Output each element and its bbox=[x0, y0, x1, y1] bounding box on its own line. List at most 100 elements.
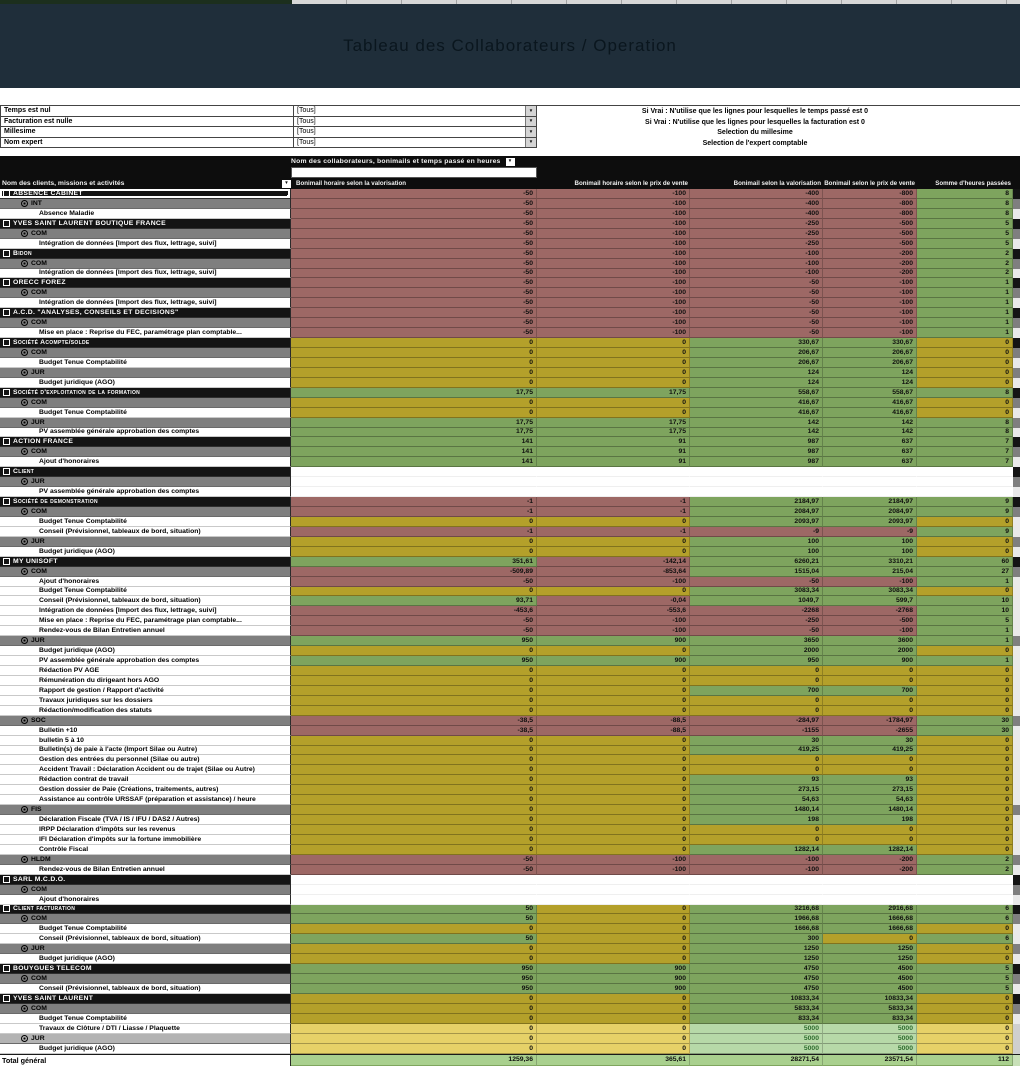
row-label[interactable]: Intégration de données [Import des flux,… bbox=[0, 238, 291, 249]
row-label[interactable]: Travaux de Clôture / DTI / Liasse / Plaq… bbox=[0, 1023, 291, 1034]
table-row[interactable]: Budget juridique (AGO) 0 0 1250 1250 0 bbox=[0, 954, 1020, 965]
value-cell[interactable]: 0 bbox=[537, 536, 690, 547]
value-cell[interactable]: 100 bbox=[823, 546, 917, 557]
value-cell[interactable]: -50 bbox=[291, 238, 537, 249]
value-cell[interactable]: 900 bbox=[537, 974, 690, 984]
value-cell[interactable]: -400 bbox=[690, 208, 823, 219]
value-cell[interactable]: 93 bbox=[823, 775, 917, 786]
value-cell[interactable]: 0 bbox=[823, 666, 917, 676]
value-cell[interactable]: 0 bbox=[291, 944, 537, 955]
value-cell[interactable]: 0 bbox=[917, 755, 1013, 766]
value-cell[interactable]: 5 bbox=[917, 974, 1013, 984]
value-cell[interactable]: 142 bbox=[690, 417, 823, 428]
collapse-icon[interactable] bbox=[21, 289, 28, 297]
value-cell[interactable]: 0 bbox=[823, 675, 917, 686]
value-cell[interactable]: -50 bbox=[291, 308, 537, 319]
value-cell[interactable] bbox=[823, 467, 917, 478]
value-cell[interactable]: -100 bbox=[690, 864, 823, 875]
value-cell[interactable]: 0 bbox=[917, 775, 1013, 786]
value-cell[interactable]: 419,25 bbox=[823, 745, 917, 756]
value-cell[interactable]: 0 bbox=[537, 1013, 690, 1024]
collapse-icon[interactable] bbox=[3, 965, 10, 973]
row-label[interactable]: Bulletin +10 bbox=[0, 725, 291, 736]
value-cell[interactable]: 0 bbox=[917, 546, 1013, 557]
collapse-icon[interactable] bbox=[3, 189, 10, 197]
value-cell[interactable]: -100 bbox=[823, 308, 917, 319]
table-row[interactable]: PV assemblée générale approbation des co… bbox=[0, 487, 1020, 498]
value-cell[interactable]: 1 bbox=[917, 308, 1013, 319]
value-cell[interactable]: -250 bbox=[690, 218, 823, 229]
row-label[interactable]: Intégration de données [Import des flux,… bbox=[0, 268, 291, 279]
table-row[interactable]: Budget Tenue Comptabilité 0 0 3083,34 3083,3… bbox=[0, 586, 1020, 597]
value-cell[interactable]: 0 bbox=[917, 993, 1013, 1004]
table-row[interactable]: Ajout d'honoraires bbox=[0, 894, 1020, 905]
value-cell[interactable]: 0 bbox=[917, 795, 1013, 806]
collapse-icon[interactable] bbox=[21, 368, 28, 376]
value-cell[interactable]: 0 bbox=[917, 357, 1013, 368]
table-row[interactable]: Déclaration Fiscale (TVA / IS / IFU / DA… bbox=[0, 815, 1020, 825]
value-cell[interactable] bbox=[823, 487, 917, 498]
value-cell[interactable]: -1 bbox=[291, 497, 537, 507]
value-cell[interactable]: -50 bbox=[291, 616, 537, 627]
value-cell[interactable]: 637 bbox=[823, 457, 917, 468]
value-cell[interactable]: -50 bbox=[291, 626, 537, 637]
value-cell[interactable]: 5000 bbox=[690, 1033, 823, 1044]
table-row[interactable]: Gestion des entrées du personnel (Silae … bbox=[0, 755, 1020, 766]
value-cell[interactable] bbox=[291, 874, 537, 885]
value-cell[interactable]: 141 bbox=[291, 447, 537, 458]
value-cell[interactable]: 141 bbox=[291, 457, 537, 468]
table-row[interactable]: JUR 17,75 17,75 142 142 8 bbox=[0, 417, 1020, 428]
value-cell[interactable]: 0 bbox=[291, 1023, 537, 1034]
value-cell[interactable]: 142 bbox=[823, 417, 917, 428]
row-label[interactable]: Intégration de données [Import des flux,… bbox=[0, 606, 291, 617]
value-cell[interactable]: 100 bbox=[690, 536, 823, 547]
value-cell[interactable]: 5 bbox=[917, 238, 1013, 249]
value-cell[interactable]: -500 bbox=[823, 238, 917, 249]
table-row[interactable]: SOC -38,5 -88,5 -284,97 -1784,97 30 bbox=[0, 715, 1020, 726]
value-cell[interactable]: 4500 bbox=[823, 964, 917, 975]
table-row[interactable]: Travaux juridiques sur les dossiers 0 0 0 0 0 bbox=[0, 695, 1020, 706]
value-cell[interactable]: 5000 bbox=[690, 1043, 823, 1054]
value-cell[interactable] bbox=[291, 894, 537, 905]
value-cell[interactable]: 124 bbox=[823, 367, 917, 378]
value-cell[interactable]: 0 bbox=[917, 407, 1013, 418]
value-cell[interactable]: 0 bbox=[291, 516, 537, 527]
row-label[interactable]: MY UNISOFT bbox=[0, 556, 291, 567]
value-cell[interactable]: 0 bbox=[537, 646, 690, 657]
collapse-icon[interactable] bbox=[21, 448, 28, 456]
table-row[interactable]: COM -50 -100 -250 -500 5 bbox=[0, 228, 1020, 239]
value-cell[interactable]: -50 bbox=[291, 576, 537, 587]
table-row[interactable]: Contrôle Fiscal 0 0 1282,14 1282,14 0 bbox=[0, 844, 1020, 855]
value-cell[interactable]: -50 bbox=[291, 328, 537, 339]
collapse-icon[interactable] bbox=[3, 438, 10, 446]
row-label[interactable]: SARL M.C.D.O. bbox=[0, 874, 291, 885]
value-cell[interactable]: -50 bbox=[291, 278, 537, 289]
value-cell[interactable]: -284,97 bbox=[690, 715, 823, 726]
value-cell[interactable]: -100 bbox=[537, 854, 690, 865]
value-cell[interactable]: 0 bbox=[537, 795, 690, 806]
value-cell[interactable]: 0 bbox=[537, 775, 690, 786]
row-label[interactable]: A.C.D. "ANALYSES, CONSEILS ET DECISIONS" bbox=[0, 308, 291, 319]
filter-dropdown[interactable]: [Tous] ▼ bbox=[294, 116, 537, 127]
value-cell[interactable]: 273,15 bbox=[823, 785, 917, 796]
value-cell[interactable]: 0 bbox=[537, 815, 690, 825]
value-cell[interactable]: 142 bbox=[823, 427, 917, 438]
value-cell[interactable]: 0 bbox=[537, 805, 690, 816]
value-cell[interactable]: -50 bbox=[690, 298, 823, 309]
value-cell[interactable] bbox=[291, 477, 537, 488]
row-label[interactable]: PV assemblée générale approbation des co… bbox=[0, 656, 291, 666]
value-cell[interactable]: 91 bbox=[537, 457, 690, 468]
value-cell[interactable]: 60 bbox=[917, 556, 1013, 567]
table-row[interactable]: Gestion dossier de Paie (Créations, trai… bbox=[0, 785, 1020, 796]
value-cell[interactable] bbox=[690, 884, 823, 895]
value-cell[interactable]: 419,25 bbox=[690, 745, 823, 756]
value-cell[interactable]: 0 bbox=[291, 536, 537, 547]
value-cell[interactable]: 4750 bbox=[690, 964, 823, 975]
value-cell[interactable]: -100 bbox=[537, 258, 690, 269]
table-row[interactable]: ORECC FOREZ -50 -100 -50 -100 1 bbox=[0, 278, 1020, 289]
value-cell[interactable]: 0 bbox=[537, 675, 690, 686]
value-cell[interactable]: 206,67 bbox=[823, 357, 917, 368]
value-cell[interactable]: 50 bbox=[291, 914, 537, 925]
value-cell[interactable]: 0 bbox=[917, 954, 1013, 965]
value-cell[interactable]: -100 bbox=[537, 278, 690, 289]
